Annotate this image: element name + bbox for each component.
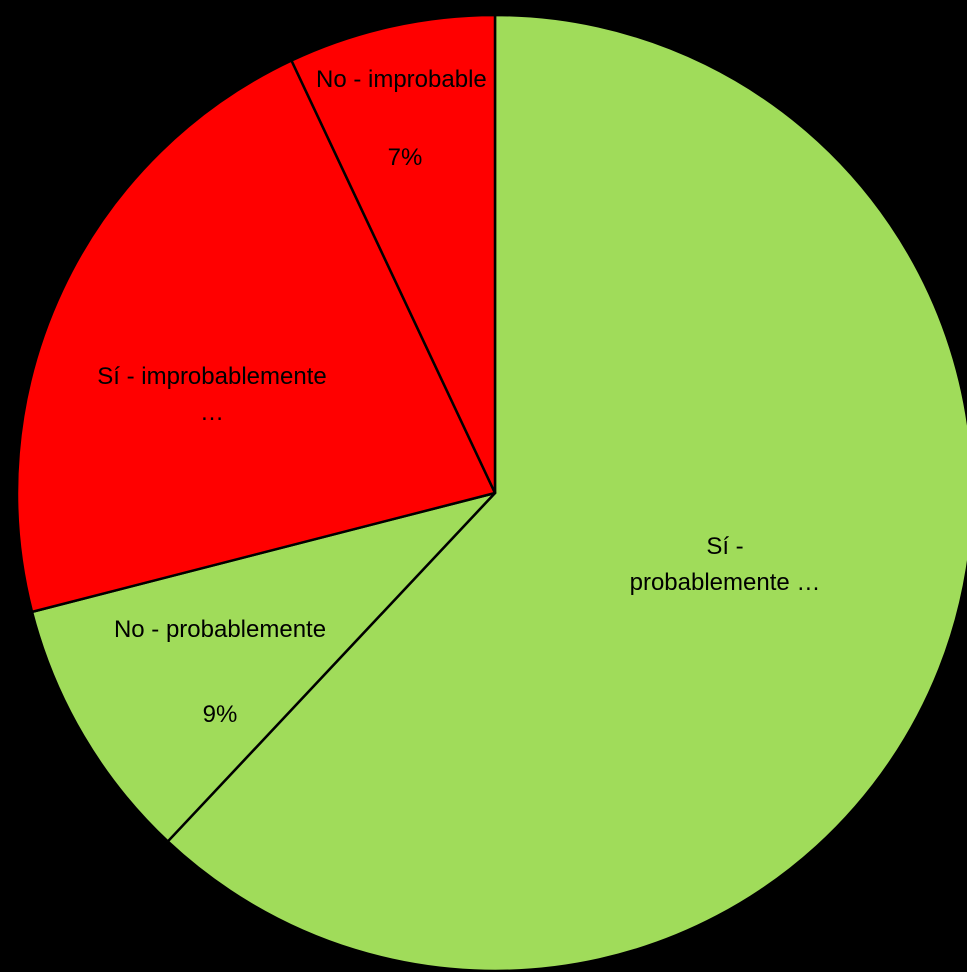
slice-label: Sí - probablemente … [629, 533, 821, 596]
pie-slice [290, 13, 497, 495]
slice-label: Sí - improbablemente … [97, 363, 327, 426]
slice-label: No - improbable [316, 66, 487, 93]
slice-label: No - probablemente [113, 616, 327, 643]
value-label: 9% [202, 701, 238, 728]
value-label: 7% [387, 144, 423, 171]
pie-slice [166, 13, 967, 972]
pie-slice [30, 491, 497, 843]
pie-slice [15, 59, 497, 614]
